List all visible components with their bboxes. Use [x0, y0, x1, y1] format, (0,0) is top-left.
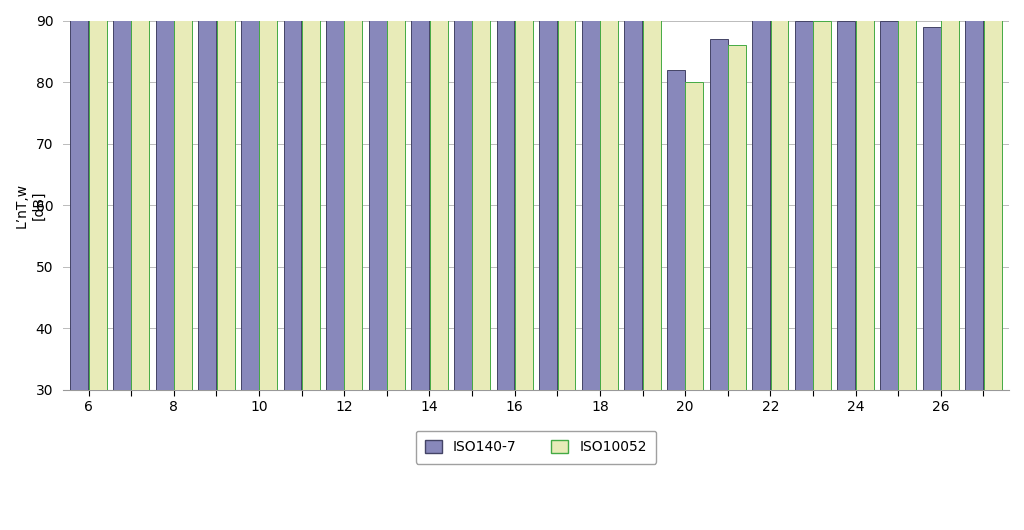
- Bar: [284, 0, 301, 390]
- Bar: [771, 8, 788, 390]
- Bar: [131, 0, 150, 390]
- Bar: [710, 39, 727, 390]
- Bar: [156, 0, 174, 390]
- Bar: [685, 82, 703, 390]
- Bar: [515, 0, 532, 390]
- Bar: [753, 0, 770, 390]
- Bar: [113, 0, 131, 390]
- Bar: [241, 0, 259, 390]
- Bar: [984, 2, 1001, 390]
- Bar: [923, 26, 941, 390]
- Bar: [174, 0, 191, 390]
- Bar: [557, 0, 575, 390]
- Bar: [966, 0, 983, 390]
- Bar: [643, 0, 660, 390]
- Bar: [856, 8, 873, 390]
- Bar: [71, 0, 88, 390]
- Bar: [838, 21, 855, 390]
- Bar: [302, 0, 319, 390]
- Bar: [600, 0, 618, 390]
- Bar: [728, 45, 745, 390]
- Bar: [472, 0, 490, 390]
- Legend: ISO140-7, ISO10052: ISO140-7, ISO10052: [416, 430, 656, 464]
- Bar: [387, 0, 404, 390]
- Bar: [582, 0, 600, 390]
- Bar: [454, 0, 472, 390]
- Bar: [412, 0, 429, 390]
- Bar: [497, 0, 514, 390]
- Bar: [625, 0, 642, 390]
- Bar: [667, 70, 685, 390]
- Bar: [89, 0, 106, 390]
- Bar: [259, 0, 278, 390]
- Y-axis label: L’nT,w
[dB]: L’nT,w [dB]: [15, 182, 45, 228]
- Bar: [430, 14, 447, 390]
- Bar: [326, 0, 344, 390]
- Bar: [880, 21, 898, 390]
- Bar: [199, 0, 216, 390]
- Bar: [369, 0, 387, 390]
- Bar: [941, 8, 958, 390]
- Bar: [540, 0, 557, 390]
- Bar: [344, 0, 362, 390]
- Bar: [898, 14, 916, 390]
- Bar: [795, 21, 813, 390]
- Bar: [813, 21, 831, 390]
- Bar: [217, 0, 234, 390]
